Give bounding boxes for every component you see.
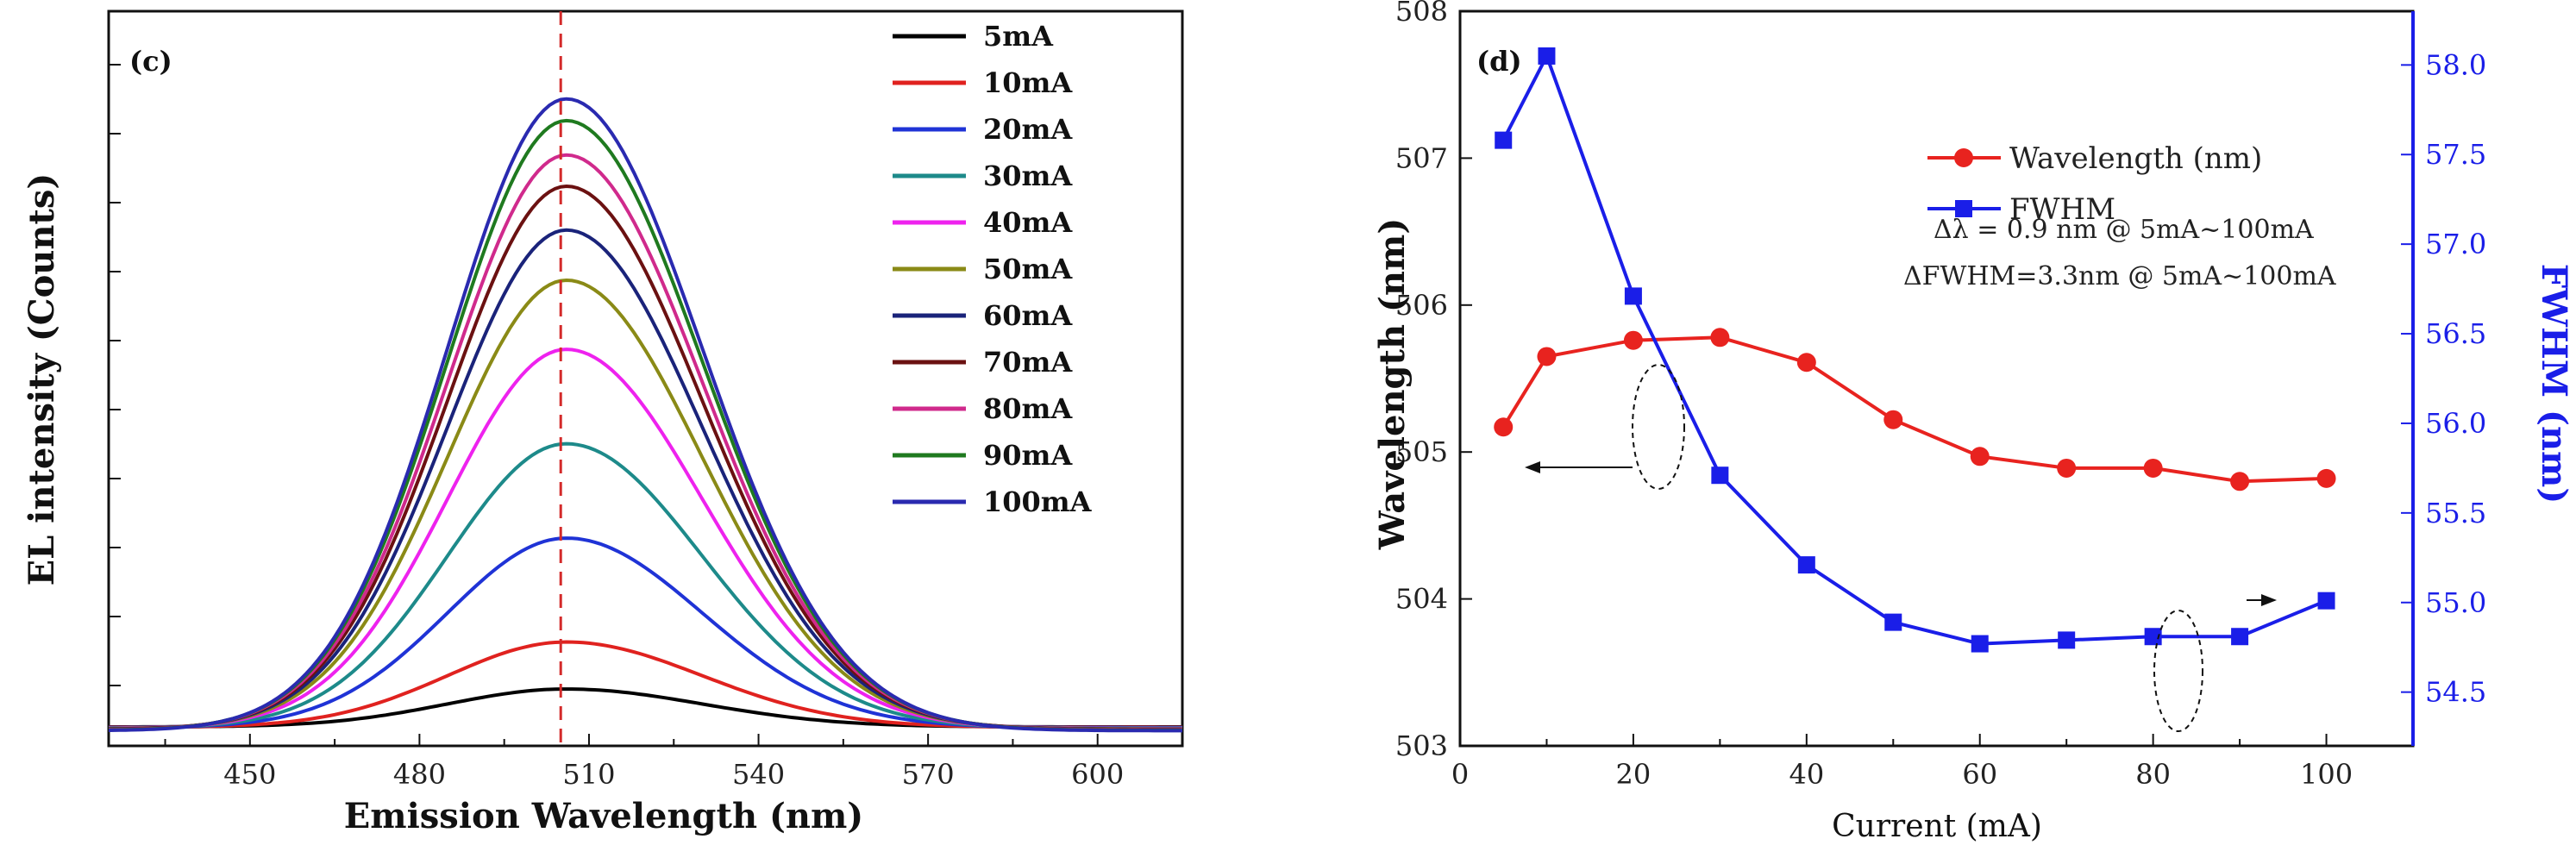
wavelength-axis-arrowhead bbox=[1525, 461, 1540, 473]
panel-d-legend: Wavelength (nm) FWHM bbox=[1927, 141, 2262, 227]
panel-d-x-tick-label: 80 bbox=[2135, 758, 2171, 791]
panel-c-legend-label: 100mA bbox=[983, 485, 1093, 518]
fwhm-point bbox=[2317, 592, 2335, 610]
series-line-wavelength bbox=[1501, 335, 2327, 484]
panel-d-y2-tick-label: 57.5 bbox=[2425, 138, 2486, 171]
panel-d-y-tick-label: 505 bbox=[1395, 435, 1448, 468]
fwhm-point bbox=[1624, 287, 1642, 305]
wavelength-point bbox=[1970, 447, 1990, 466]
annotation-delta-lambda: Δλ = 0.9 nm @ 5mA~100mA bbox=[1934, 215, 2314, 245]
wavelength-group-ellipse bbox=[1632, 364, 1685, 490]
annotation-delta-fwhm: ΔFWHM=3.3nm @ 5mA~100mA bbox=[1903, 261, 2336, 291]
panel-c-legend-label: 30mA bbox=[983, 160, 1073, 192]
panel-c-legend-label: 5mA bbox=[983, 20, 1054, 53]
fwhm-point bbox=[1711, 466, 1729, 485]
panel-d-y-tick-label: 506 bbox=[1395, 289, 1448, 322]
panel-d-y2-tick-label: 57.0 bbox=[2425, 228, 2486, 260]
panel-d-x-tick-label: 40 bbox=[1789, 758, 1824, 791]
fwhm-group-ellipse bbox=[2153, 610, 2203, 732]
panel-c-x-tick-label: 600 bbox=[1071, 758, 1124, 791]
panel-d-y-tick-label: 507 bbox=[1395, 141, 1448, 174]
panel-d-y2-tick-label: 56.5 bbox=[2425, 317, 2486, 350]
panel-d-y-tick-label: 503 bbox=[1395, 729, 1448, 762]
fwhm-point bbox=[1495, 131, 1513, 149]
panel-d-series bbox=[1494, 47, 2336, 653]
panel-d-y2-tick-label: 58.0 bbox=[2425, 48, 2486, 81]
panel-d-frame bbox=[1458, 9, 2415, 748]
panel-c-legend-label: 80mA bbox=[983, 392, 1073, 425]
panel-d-legend-marker bbox=[1955, 200, 1972, 217]
panel-c-frame bbox=[107, 9, 1184, 748]
panel-c-curves bbox=[108, 97, 1183, 733]
wavelength-point bbox=[1623, 330, 1643, 350]
panel-c-x-tick-label: 450 bbox=[223, 758, 276, 791]
panel-c-x-tick-label: 480 bbox=[393, 758, 446, 791]
panel-c-legend-label: 10mA bbox=[983, 66, 1073, 99]
panel-d-y2-axis-title: FWHM (nm) bbox=[2534, 264, 2574, 504]
panel-c: 450 480 510 540 570 600 5mA 10mA 20mA 30mA 40mA 50… bbox=[22, 9, 1184, 836]
wavelength-point bbox=[2143, 458, 2163, 478]
panel-d-y-axis-title: Wavelength (nm) bbox=[1372, 218, 1413, 551]
panel-c-legend-label: 90mA bbox=[983, 439, 1073, 472]
wavelength-point bbox=[1710, 328, 1730, 347]
panel-d-legend-label: FWHM bbox=[2009, 192, 2115, 227]
fwhm-point bbox=[2058, 631, 2076, 649]
panel-d-label: (d) bbox=[1476, 45, 1522, 78]
panel-d-y-tick-label: 508 bbox=[1395, 0, 1448, 28]
panel-d-x-tick-label: 60 bbox=[1962, 758, 1997, 791]
panel-c-legend-label: 60mA bbox=[983, 299, 1073, 332]
panel-d-y2-tick-label: 56.0 bbox=[2425, 407, 2486, 440]
wavelength-point bbox=[1796, 353, 1816, 373]
wavelength-point bbox=[2057, 458, 2077, 478]
fwhm-point bbox=[1884, 613, 1902, 631]
fwhm-point bbox=[1538, 47, 1556, 65]
wavelength-point bbox=[1883, 410, 1903, 429]
panel-c-legend-label: 70mA bbox=[983, 346, 1073, 379]
panel-d-y-tick-label: 504 bbox=[1395, 583, 1448, 616]
panel-c-x-tick-label: 540 bbox=[732, 758, 785, 791]
panel-d-y2-tick-label: 55.0 bbox=[2425, 586, 2486, 619]
panel-d-y2-tick-label: 54.5 bbox=[2425, 676, 2486, 709]
fwhm-point bbox=[1797, 556, 1815, 574]
panel-c-y-axis-title: EL intensity (Counts) bbox=[22, 173, 62, 586]
panel-d: 0 20 40 60 80 100 503 504 505 506 507 508 54.5 55.0 55… bbox=[1372, 0, 2574, 844]
panel-c-x-axis-title: Emission Wavelength (nm) bbox=[344, 796, 863, 836]
wavelength-point bbox=[1537, 347, 1557, 366]
panel-c-x-tick-label: 510 bbox=[562, 758, 615, 791]
fwhm-point bbox=[1971, 635, 1989, 653]
panel-d-x-tick-label: 100 bbox=[2300, 758, 2353, 791]
panel-c-ticks: 450 480 510 540 570 600 bbox=[109, 64, 1183, 791]
wavelength-point bbox=[2316, 468, 2336, 488]
wavelength-point bbox=[2230, 472, 2250, 491]
panel-c-legend: 5mA 10mA 20mA 30mA 40mA 50mA 60mA 70mA 80mA 90mA 1… bbox=[893, 20, 1093, 518]
panel-d-ticks: 0 20 40 60 80 100 503 504 505 506 507 508 54.5 55.0 55… bbox=[1395, 0, 2486, 791]
panel-c-legend-label: 20mA bbox=[983, 113, 1073, 146]
panel-c-label: (c) bbox=[129, 45, 172, 78]
fwhm-axis-arrowhead bbox=[2261, 594, 2277, 606]
wavelength-point bbox=[1494, 417, 1514, 437]
fwhm-point bbox=[2144, 628, 2162, 646]
panel-c-curve-20mA bbox=[108, 536, 1182, 729]
panel-c-curve-100mA bbox=[108, 97, 1182, 733]
panel-d-x-axis-title: Current (mA) bbox=[1832, 809, 2042, 844]
fwhm-point bbox=[2231, 628, 2249, 646]
panel-d-y2-tick-label: 55.5 bbox=[2425, 497, 2486, 529]
panel-d-legend-label: Wavelength (nm) bbox=[2009, 141, 2262, 176]
panel-c-legend-label: 40mA bbox=[983, 206, 1073, 239]
panel-d-x-tick-label: 0 bbox=[1451, 758, 1469, 791]
panel-c-x-tick-label: 570 bbox=[902, 758, 955, 791]
panel-d-x-tick-label: 20 bbox=[1616, 758, 1652, 791]
panel-c-legend-label: 50mA bbox=[983, 253, 1073, 285]
panel-d-legend-marker bbox=[1954, 148, 1973, 167]
